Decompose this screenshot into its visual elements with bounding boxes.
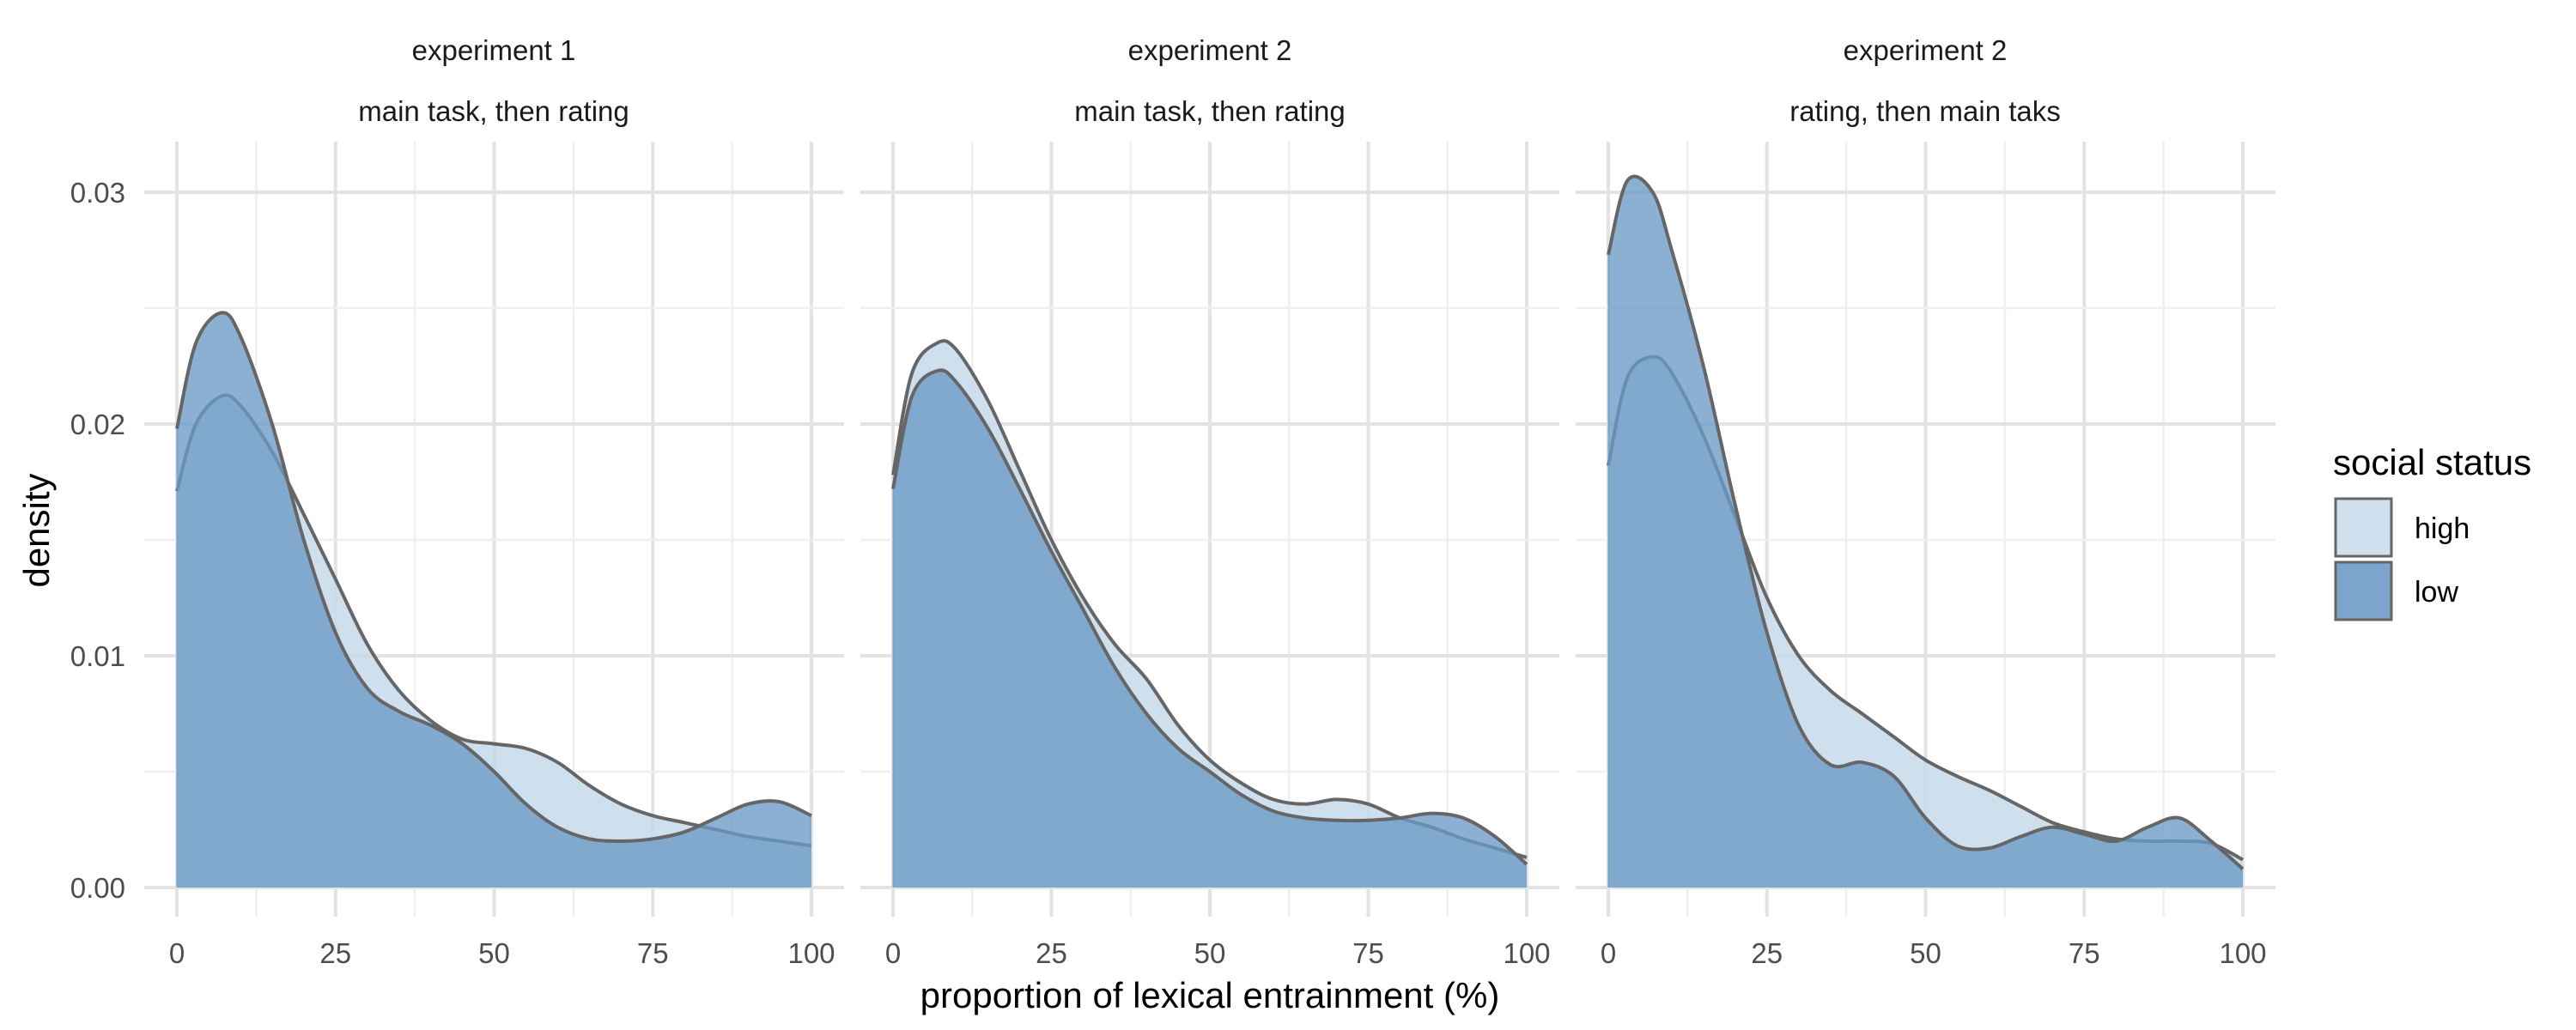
panel-3-x-tick-25: 25 <box>1751 937 1783 969</box>
density-area-low <box>177 312 811 888</box>
panel-1-x-tick-100: 100 <box>787 937 835 969</box>
panel-1-strip-line-1: experiment 1 <box>412 34 576 66</box>
legend-label-high: high <box>2415 512 2470 545</box>
legend-title: social status <box>2333 442 2531 482</box>
panel-1-x-tick-0: 0 <box>169 937 185 969</box>
panel-2-x-tick-50: 50 <box>1194 937 1226 969</box>
density-outline-low <box>891 368 1528 866</box>
y-tick-0.02: 0.02 <box>70 409 125 440</box>
legend-key-high <box>2334 497 2393 558</box>
panel-1-density-areas <box>175 311 812 888</box>
facet-panel-1: experiment 1 main task, then rating 0 25… <box>144 34 844 969</box>
panel-2-x-tick-0: 0 <box>885 937 901 969</box>
panel-1-x-tick-25: 25 <box>319 937 351 969</box>
panel-1-x-tick-50: 50 <box>478 937 510 969</box>
y-axis-title: density <box>16 473 57 587</box>
legend-key-low <box>2334 560 2393 621</box>
y-tick-0.00: 0.00 <box>70 872 125 904</box>
panel-3-x-tick-labels: 0 25 50 75 100 <box>1601 937 2267 969</box>
panel-3-x-tick-50: 50 <box>1910 937 1941 969</box>
density-outline-low <box>175 311 812 844</box>
facet-panel-3: experiment 2 rating, then main taks 0 25… <box>1576 34 2275 969</box>
density-area-low <box>1608 176 2243 888</box>
panel-2-x-tick-100: 100 <box>1503 937 1550 969</box>
panel-3-x-tick-75: 75 <box>2069 937 2100 969</box>
density-area-low <box>893 370 1527 888</box>
legend: social status high low <box>2333 442 2531 621</box>
legend-label-low: low <box>2415 576 2458 609</box>
panel-2-strip-line-2: main task, then rating <box>1074 95 1346 127</box>
facet-panel-2: experiment 2 main task, then rating 0 25… <box>860 34 1559 969</box>
panel-1-strip-line-2: main task, then rating <box>358 95 629 127</box>
panel-2-x-tick-75: 75 <box>1352 937 1384 969</box>
density-outline-low <box>1607 174 2245 870</box>
panel-2-x-tick-labels: 0 25 50 75 100 <box>885 937 1551 969</box>
panel-3-density-areas <box>1607 174 2245 888</box>
x-axis-title: proportion of lexical entrainment (%) <box>920 975 1500 1015</box>
y-tick-0.03: 0.03 <box>70 177 125 209</box>
panel-2-strip-line-1: experiment 2 <box>1128 34 1292 66</box>
panel-1-x-tick-75: 75 <box>637 937 669 969</box>
y-tick-0.01: 0.01 <box>70 640 125 672</box>
panel-3-strip-line-1: experiment 2 <box>1844 34 2008 66</box>
panel-2-density-areas <box>891 339 1528 888</box>
panel-1-x-tick-labels: 0 25 50 75 100 <box>169 937 835 969</box>
panel-3-x-tick-0: 0 <box>1601 937 1616 969</box>
panel-2-x-tick-25: 25 <box>1036 937 1067 969</box>
panel-3-x-tick-100: 100 <box>2219 937 2266 969</box>
panel-3-strip-line-2: rating, then main taks <box>1789 95 2061 127</box>
y-tick-labels: 0.00 0.01 0.02 0.03 <box>70 177 125 904</box>
